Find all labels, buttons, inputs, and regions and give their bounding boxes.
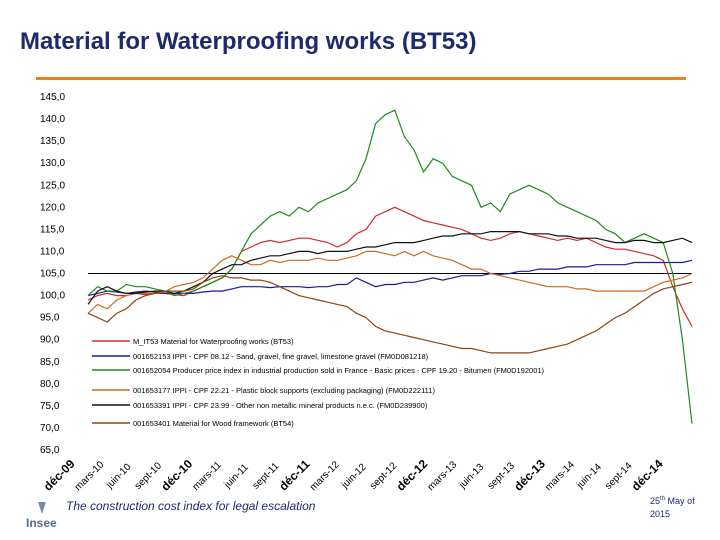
y-tick-label: 80,0 <box>40 379 60 390</box>
legend-label-6: 001653401 Material for Wood framework (B… <box>133 419 294 428</box>
footer-date: 25th May of 2015 <box>650 493 695 521</box>
y-tick-label: 95,0 <box>40 313 60 324</box>
y-tick-label: 135,0 <box>40 136 65 147</box>
y-tick-label: 85,0 <box>40 357 60 368</box>
slide-title: Material for Waterproofing works (BT53) <box>20 28 477 55</box>
legend-label-4: 001653177 IPPI - CPF 22.21 - Plastic blo… <box>133 386 435 395</box>
footer-caption: The construction cost index for legal es… <box>66 499 316 513</box>
y-tick-label: 65,0 <box>40 445 60 456</box>
y-tick-label: 100,0 <box>40 291 65 302</box>
y-tick-label: 145,0 <box>40 92 65 103</box>
y-tick-label: 110,0 <box>40 246 65 257</box>
insee-logo-text: Insee <box>26 516 57 530</box>
series-line-6 <box>87 275 693 354</box>
legend-label-1: M_IT53 Material for Waterproofing works … <box>133 337 294 346</box>
series-line-3 <box>87 109 693 424</box>
series-line-5 <box>87 231 693 305</box>
title-underline <box>36 77 686 80</box>
y-axis: 145,0 140,0 135,0 130,0 125,0 120,0 115,0 110,0… <box>40 92 65 456</box>
legend-label-5: 001653391 IPPI - CPF 23.99 - Other non m… <box>133 401 428 410</box>
x-tick-label: déc-09 <box>41 457 78 494</box>
series-lines <box>87 109 693 424</box>
date-of: of <box>687 496 695 506</box>
y-tick-label: 140,0 <box>40 114 65 125</box>
date-suffix: th <box>660 496 666 502</box>
legend-label-3: 001652054 Producer price index in indust… <box>133 366 545 375</box>
insee-logo: Insee <box>24 500 64 536</box>
y-tick-label: 90,0 <box>40 335 60 346</box>
y-tick-label: 125,0 <box>40 180 65 191</box>
legend-label-2: 001652153 IPPI - CPF 08.12 - Sand, grave… <box>133 352 429 361</box>
date-month: May <box>667 496 685 506</box>
y-tick-label: 115,0 <box>40 224 65 235</box>
insee-logo-mark-icon <box>38 502 46 514</box>
date-day: 25 <box>650 496 661 506</box>
y-tick-label: 75,0 <box>40 401 60 412</box>
series-line-4 <box>87 250 693 314</box>
series-line-2 <box>87 259 693 297</box>
date-year: 2015 <box>650 509 671 519</box>
y-tick-label: 120,0 <box>40 202 65 213</box>
y-tick-label: 105,0 <box>40 269 65 280</box>
y-tick-label: 130,0 <box>40 158 65 169</box>
legend: M_IT53 Material for Waterproofing works … <box>92 337 545 428</box>
y-tick-label: 70,0 <box>40 423 60 434</box>
